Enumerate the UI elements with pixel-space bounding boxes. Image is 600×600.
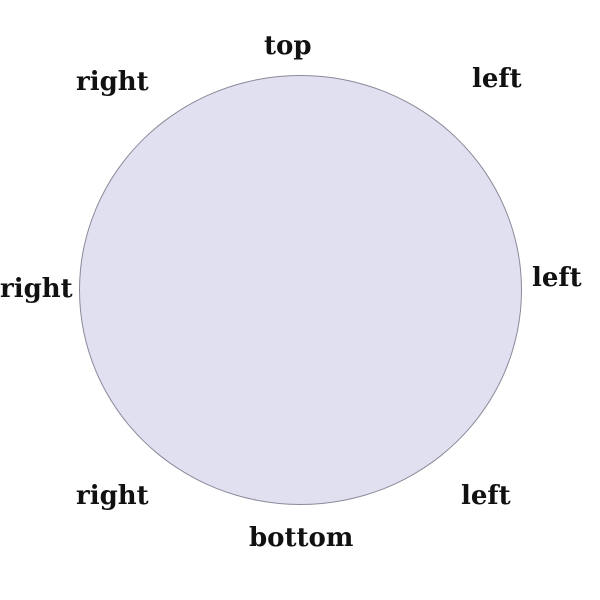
label-lower-right: left <box>461 481 511 511</box>
label-lower-left: right <box>76 481 149 511</box>
label-top: top <box>264 31 312 61</box>
label-mid-right: left <box>532 263 582 293</box>
label-mid-left: right <box>0 274 73 304</box>
circle-shape <box>79 75 522 505</box>
label-upper-right: left <box>472 64 522 94</box>
label-upper-left: right <box>76 67 149 97</box>
label-bottom: bottom <box>249 523 354 553</box>
